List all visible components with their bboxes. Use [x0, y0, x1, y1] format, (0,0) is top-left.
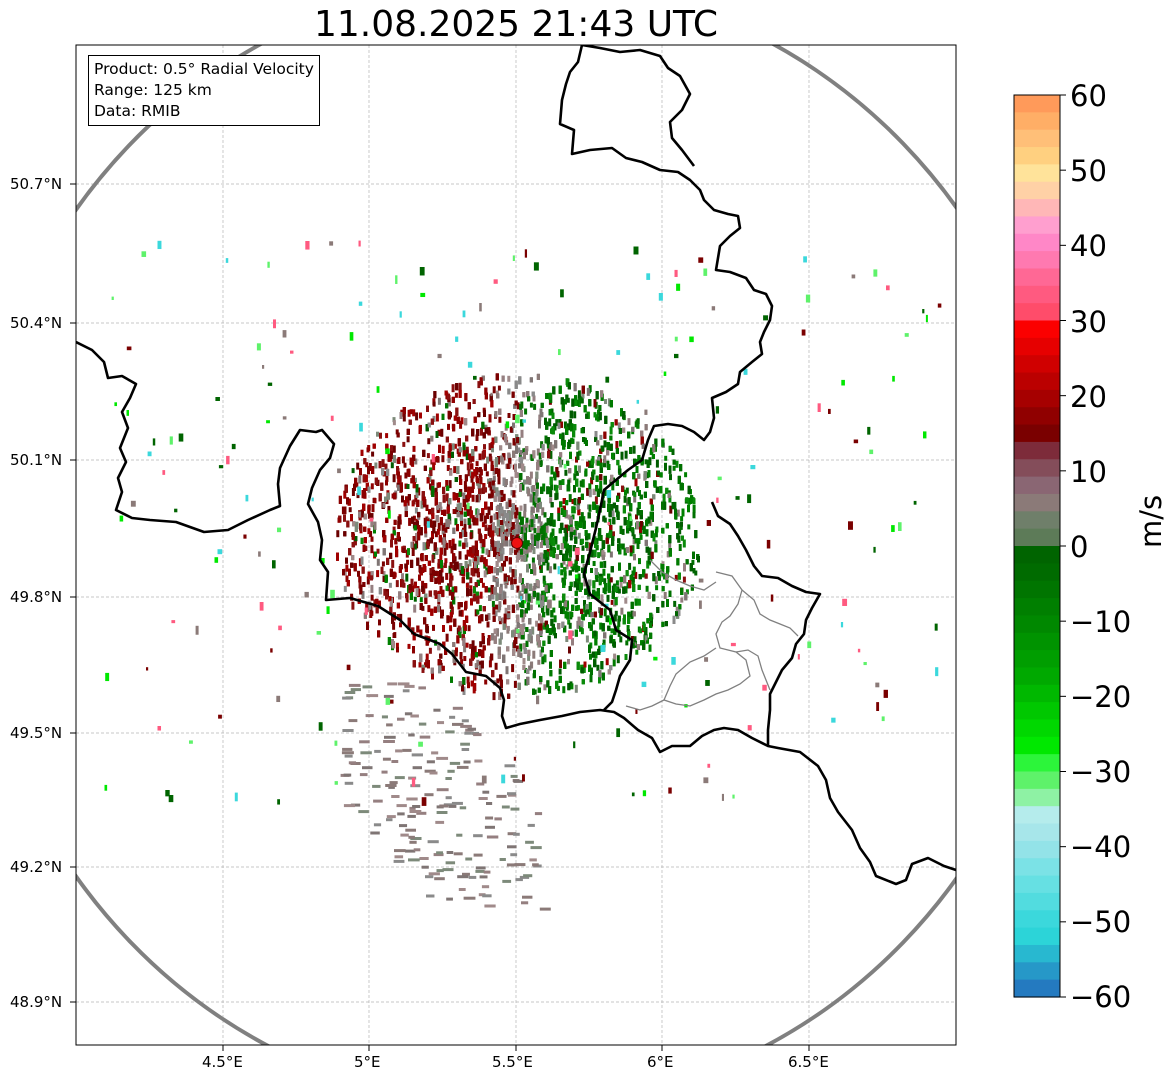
colorbar-segment — [1014, 95, 1060, 113]
colorbar-segment — [1014, 233, 1060, 252]
colorbar-segment — [1014, 823, 1060, 842]
colorbar-segment — [1014, 164, 1060, 183]
colorbar-segment — [1014, 303, 1060, 322]
colorbar-segment — [1014, 251, 1060, 270]
colorbar-segment — [1014, 719, 1060, 738]
lon-tick-label: 5.5°E — [492, 1053, 533, 1071]
colorbar-segment — [1014, 962, 1060, 981]
lat-tick-label: 50.4°N — [10, 314, 63, 332]
colorbar-segment — [1014, 372, 1060, 391]
radar-site-marker[interactable] — [511, 537, 523, 549]
velocity-echoes — [104, 240, 942, 911]
colorbar-segment — [1014, 788, 1060, 807]
colorbar-segment — [1014, 337, 1060, 356]
colorbar-segment — [1014, 944, 1060, 963]
colorbar-segment — [1014, 754, 1060, 773]
colorbar-segment — [1014, 216, 1060, 235]
colorbar-tick-label: 30 — [1070, 305, 1107, 339]
colorbar-segment — [1014, 806, 1060, 825]
lat-tick-label: 49.5°N — [10, 724, 63, 742]
colorbar-segment — [1014, 476, 1060, 495]
colorbar-segment — [1014, 199, 1060, 218]
colorbar-tick-label: −50 — [1070, 905, 1132, 939]
colorbar-segment — [1014, 147, 1060, 165]
colorbar-tick-label: −40 — [1070, 830, 1132, 864]
colorbar-segment — [1014, 598, 1060, 616]
colorbar-segment — [1014, 875, 1060, 894]
colorbar-tick-label: −10 — [1070, 605, 1132, 639]
colorbar-tick-label: −60 — [1070, 980, 1132, 1014]
colorbar-segment — [1014, 355, 1060, 374]
colorbar-segment — [1014, 910, 1060, 929]
range-label: Range: 125 km — [94, 81, 212, 99]
map-title: 11.08.2025 21:43 UTC — [313, 4, 719, 45]
colorbar-segment — [1014, 112, 1060, 131]
colorbar-segment — [1014, 736, 1060, 755]
colorbar-segment — [1014, 632, 1060, 651]
axis-ticks — [70, 183, 810, 1051]
colorbar-segment — [1014, 684, 1060, 703]
colorbar-tick-label: −30 — [1070, 755, 1132, 789]
colorbar-segment — [1014, 129, 1060, 148]
colorbar-segment — [1014, 268, 1060, 287]
colorbar-segment — [1014, 615, 1060, 634]
colorbar-unit-label: m/s — [1134, 494, 1168, 548]
colorbar-segment — [1014, 979, 1060, 998]
product-label: Product: 0.5° Radial Velocity — [94, 60, 314, 78]
colorbar-tick-label: 0 — [1070, 530, 1089, 564]
colorbar-tick-label: 10 — [1070, 455, 1107, 489]
colorbar-segment — [1014, 528, 1060, 547]
colorbar-segment — [1014, 892, 1060, 911]
colorbar-segment — [1014, 927, 1060, 946]
colorbar-segment — [1014, 563, 1060, 582]
colorbar-segment — [1014, 493, 1060, 512]
lon-tick-label: 4.5°E — [202, 1053, 243, 1071]
colorbar — [1014, 95, 1060, 998]
colorbar-segment — [1014, 771, 1060, 790]
data-source-label: Data: RMIB — [94, 102, 181, 120]
colorbar-segment — [1014, 320, 1060, 339]
colorbar-ticks — [1060, 94, 1066, 998]
lon-tick-label: 6.5°E — [788, 1053, 829, 1071]
colorbar-tick-label: 60 — [1070, 79, 1107, 113]
colorbar-tick-label: −20 — [1070, 680, 1132, 714]
colorbar-segment — [1014, 511, 1060, 530]
colorbar-tick-label: 20 — [1070, 380, 1107, 414]
lat-tick-label: 49.2°N — [10, 858, 63, 876]
colorbar-segment — [1014, 424, 1060, 443]
product-info-box: Product: 0.5° Radial Velocity Range: 125… — [88, 55, 320, 126]
colorbar-segment — [1014, 285, 1060, 304]
lon-tick-label: 6°E — [647, 1053, 674, 1071]
colorbar-segment — [1014, 389, 1060, 408]
colorbar-tick-label: 50 — [1070, 154, 1107, 188]
colorbar-segment — [1014, 181, 1060, 200]
colorbar-segment — [1014, 858, 1060, 877]
province-borders — [625, 559, 799, 711]
colorbar-segment — [1014, 702, 1060, 721]
lon-tick-label: 5°E — [354, 1053, 381, 1071]
lat-tick-label: 50.7°N — [10, 175, 63, 193]
colorbar-segment — [1014, 459, 1060, 478]
colorbar-tick-label: 40 — [1070, 229, 1107, 263]
lat-tick-label: 49.8°N — [10, 588, 63, 606]
lat-tick-label: 50.1°N — [10, 451, 63, 469]
lat-tick-label: 48.9°N — [10, 993, 63, 1011]
colorbar-segment — [1014, 840, 1060, 859]
colorbar-segment — [1014, 667, 1060, 686]
colorbar-segment — [1014, 546, 1060, 564]
colorbar-segment — [1014, 407, 1060, 426]
colorbar-segment — [1014, 441, 1060, 460]
colorbar-segment — [1014, 580, 1060, 599]
country-borders — [76, 45, 956, 886]
colorbar-segment — [1014, 650, 1060, 669]
